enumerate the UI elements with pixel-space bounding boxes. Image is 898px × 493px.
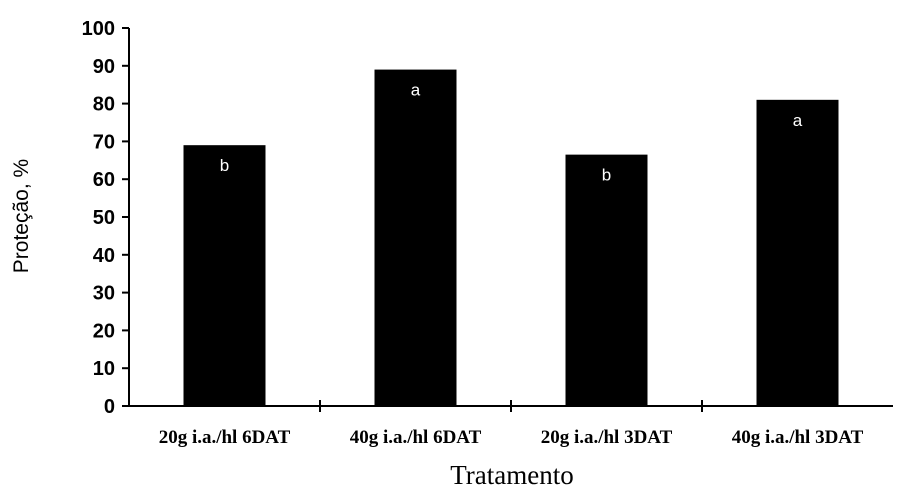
x-tick-label: 20g i.a./hl 3DAT [541, 427, 673, 448]
y-tick-label: 100 [82, 18, 115, 40]
y-tick-label: 60 [93, 169, 115, 191]
y-tick-label: 40 [93, 245, 115, 267]
y-tick-label: 0 [104, 396, 115, 418]
y-tick-label: 90 [93, 56, 115, 78]
y-tick-label: 70 [93, 131, 115, 153]
bar [756, 99, 839, 406]
y-axis-ticks: 0 10 20 30 40 50 60 70 80 90 100 [82, 18, 129, 418]
x-tick-label: 20g i.a./hl 6DAT [159, 427, 291, 448]
bar [183, 145, 266, 406]
bar [565, 154, 648, 406]
y-axis-label: Proteção, % [10, 159, 33, 273]
x-axis-ticks: 20g i.a./hl 6DAT 40g i.a./hl 6DAT 20g i.a.… [159, 400, 864, 448]
bar-significance-label: b [602, 166, 611, 185]
y-tick-label: 20 [93, 320, 115, 342]
bar-significance-label: b [220, 156, 229, 175]
x-axis-label: Tratamento [450, 460, 574, 490]
bars: b a b a [183, 69, 839, 406]
y-tick-label: 80 [93, 94, 115, 116]
bar-significance-label: a [793, 111, 803, 130]
x-tick-label: 40g i.a./hl 3DAT [732, 427, 864, 448]
x-tick-label: 40g i.a./hl 6DAT [350, 427, 482, 448]
bar [374, 69, 457, 406]
y-tick-label: 30 [93, 283, 115, 305]
y-tick-label: 50 [93, 207, 115, 229]
y-tick-label: 10 [93, 358, 115, 380]
bar-significance-label: a [411, 81, 421, 100]
